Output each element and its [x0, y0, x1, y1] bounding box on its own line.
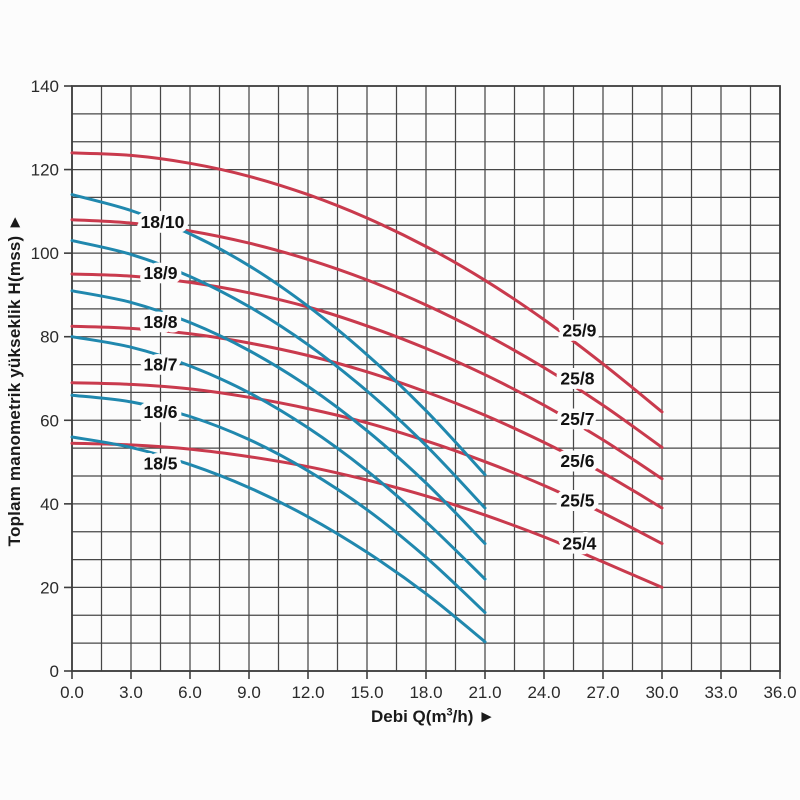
x-tick-label: 36.0 — [763, 683, 796, 702]
curve-label-18/9: 18/9 — [143, 263, 177, 283]
y-tick-label: 0 — [50, 662, 59, 681]
x-axis-title-sup: 3 — [446, 706, 453, 719]
x-tick-label: 24.0 — [527, 683, 560, 702]
curve-label-25/6: 25/6 — [560, 451, 594, 471]
curve-25/9 — [70, 151, 664, 414]
curve-25/7 — [70, 272, 664, 481]
y-tick-label: 100 — [31, 244, 59, 263]
y-tick-label: 60 — [40, 411, 59, 430]
curve-18/5 — [70, 435, 487, 644]
curve-label-18/6: 18/6 — [143, 402, 177, 422]
x-tick-label: 0.0 — [60, 683, 84, 702]
x-axis-title-prefix: Debi Q(m — [370, 707, 447, 726]
x-axis-title-suffix: /h) ► — [452, 707, 496, 726]
x-tick-label: 3.0 — [119, 683, 143, 702]
x-tick-label: 12.0 — [291, 683, 324, 702]
y-tick-label: 140 — [31, 77, 59, 96]
curve-25/4 — [70, 441, 664, 589]
y-tick-label: 120 — [31, 161, 59, 180]
curve-18/7 — [70, 335, 487, 581]
curve-25/6 — [70, 324, 664, 510]
x-tick-label: 21.0 — [468, 683, 501, 702]
x-tick-label: 27.0 — [586, 683, 619, 702]
y-tick-label: 20 — [40, 578, 59, 597]
curve-18/6 — [70, 393, 487, 614]
x-tick-label: 9.0 — [237, 683, 261, 702]
x-tick-label: 6.0 — [178, 683, 202, 702]
curve-label-18/8: 18/8 — [143, 312, 177, 332]
curve-18/8 — [70, 289, 487, 546]
curve-label-25/7: 25/7 — [560, 409, 594, 429]
x-tick-label: 15.0 — [350, 683, 383, 702]
curve-25/5 — [70, 381, 664, 546]
x-tick-label: 30.0 — [645, 683, 678, 702]
y-axis-title-text: Toplam manometrik yükseklik H(mss) ► — [5, 213, 24, 547]
curve-label-25/4: 25/4 — [562, 534, 596, 554]
curve-label-25/8: 25/8 — [560, 369, 594, 389]
curve-label-18/5: 18/5 — [143, 453, 177, 473]
curve-label-18/7: 18/7 — [143, 355, 177, 375]
curve-label-25/9: 25/9 — [562, 320, 596, 340]
x-tick-label: 33.0 — [704, 683, 737, 702]
y-tick-label: 40 — [40, 495, 59, 514]
y-tick-label: 80 — [40, 328, 59, 347]
curve-18/9 — [70, 239, 487, 510]
curve-label-18/10: 18/10 — [141, 212, 185, 232]
curve-18/10 — [70, 193, 487, 477]
x-tick-label: 18.0 — [409, 683, 442, 702]
x-axis-title: Debi Q(m3/h) ► — [371, 707, 495, 727]
curve-label-25/5: 25/5 — [560, 491, 594, 511]
